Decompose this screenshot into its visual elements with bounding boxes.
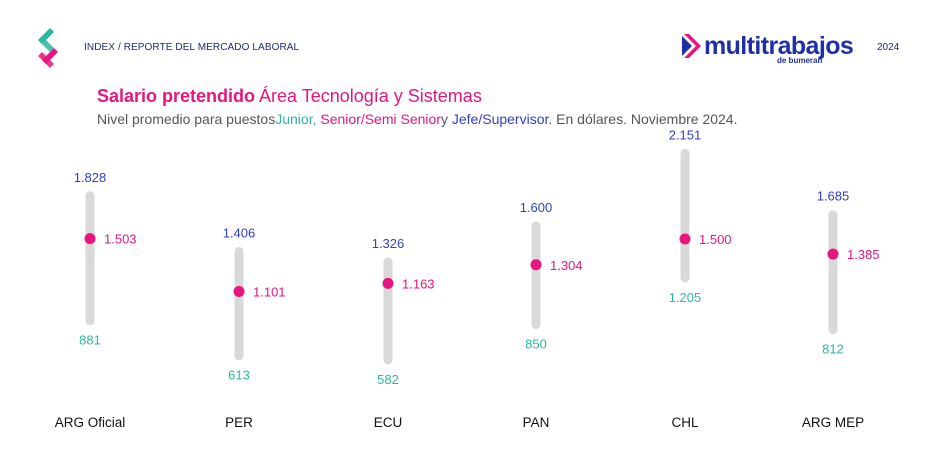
senior-point xyxy=(530,259,542,271)
senior-point xyxy=(233,286,245,298)
jefe-value-label: 1.600 xyxy=(520,200,553,215)
category-label: ARG Oficial xyxy=(55,415,126,430)
jefe-value-label: 1.326 xyxy=(372,236,405,251)
jefe-value-label: 1.685 xyxy=(817,189,850,204)
senior-value-label: 1.500 xyxy=(699,232,732,247)
jefe-value-label: 2.151 xyxy=(669,127,702,142)
senior-value-label: 1.304 xyxy=(550,258,583,273)
subtitle-jefe: Jefe/Supervisor xyxy=(451,111,549,127)
senior-point xyxy=(679,233,691,245)
jefe-value-label: 1.828 xyxy=(74,170,107,185)
brand-name: multitrabajos xyxy=(704,32,854,60)
brand-logo: multitrabajos de bumeran xyxy=(682,31,872,69)
report-year: 2024 xyxy=(877,42,900,53)
junior-value-label: 1.205 xyxy=(669,290,702,305)
junior-value-label: 582 xyxy=(377,372,399,387)
category-label: PER xyxy=(225,415,253,430)
junior-value-label: 613 xyxy=(228,368,250,383)
title-bold: Salario pretendido xyxy=(97,86,256,106)
category-label: ARG MEP xyxy=(802,415,864,430)
junior-value-label: 812 xyxy=(822,342,844,357)
senior-value-label: 1.163 xyxy=(402,276,435,291)
senior-value-label: 1.385 xyxy=(847,247,880,262)
chevron-logo-icon xyxy=(38,28,58,68)
senior-point xyxy=(84,233,96,245)
senior-value-label: 1.503 xyxy=(104,232,137,247)
category-label: ECU xyxy=(374,415,403,430)
subtitle-junior: Junior, xyxy=(275,111,317,127)
page-title: Salario pretendido Área Tecnología y Sist… xyxy=(97,86,482,107)
junior-value-label: 881 xyxy=(79,332,101,347)
page-subtitle: Nivel promedio para puestosJunior, Senio… xyxy=(97,111,737,127)
jefe-value-label: 1.406 xyxy=(223,225,256,240)
subtitle-senior: Senior/Semi Senior xyxy=(320,111,441,127)
subtitle-suffix: . En dólares. Noviembre 2024. xyxy=(548,111,738,127)
senior-value-label: 1.101 xyxy=(253,285,286,300)
brand-subtitle: de bumeran xyxy=(777,56,823,65)
junior-value-label: 850 xyxy=(525,337,547,352)
subtitle-y: y xyxy=(440,111,448,127)
title-rest: Área Tecnología y Sistemas xyxy=(259,86,482,106)
subtitle-prefix: Nivel promedio para puestos xyxy=(97,111,276,127)
breadcrumb: INDEX / REPORTE DEL MERCADO LABORAL xyxy=(84,42,300,53)
senior-point xyxy=(382,277,394,289)
category-label: PAN xyxy=(523,415,550,430)
category-label: CHL xyxy=(671,415,698,430)
senior-point xyxy=(827,248,839,260)
brand-chevron-icon xyxy=(682,34,701,58)
